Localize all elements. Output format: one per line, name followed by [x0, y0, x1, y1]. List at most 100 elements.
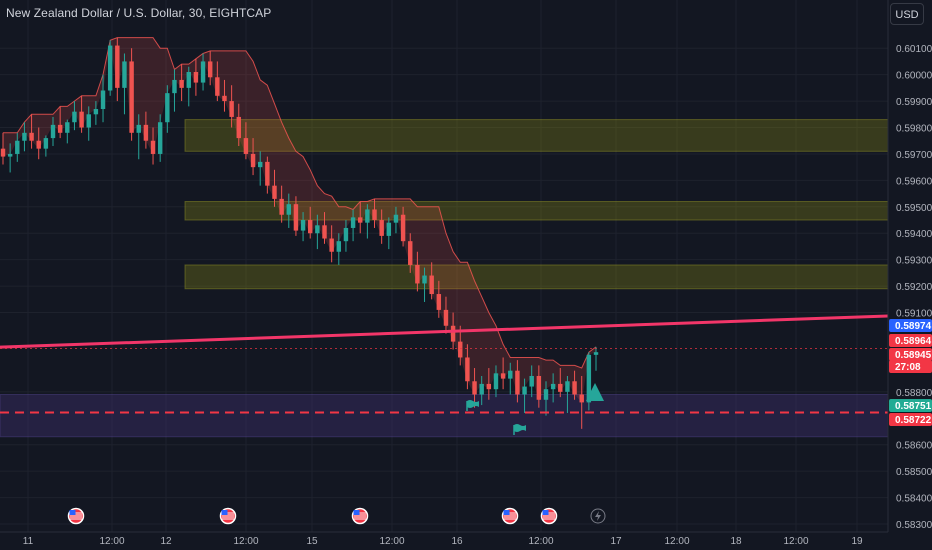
candle-body: [343, 227, 349, 242]
candle-body: [243, 138, 249, 154]
x-tick-label: 11: [23, 536, 34, 547]
candle-body: [465, 357, 470, 382]
y-tick-label: 0.58600: [896, 441, 932, 452]
y-tick-label: 0.60000: [896, 71, 932, 82]
flag-canton: [503, 510, 510, 515]
flag-canton: [353, 510, 360, 515]
candle-body: [515, 370, 520, 395]
x-tick-label: 19: [851, 536, 863, 547]
price-badge-trendline: [889, 319, 932, 332]
flag-marker-2: [514, 424, 526, 432]
x-tick-label: 12:00: [664, 536, 689, 547]
y-tick-label: 0.59300: [896, 256, 932, 267]
candle-body: [236, 116, 241, 139]
candle-body: [358, 217, 363, 223]
candles: [0, 37, 599, 429]
candle-body: [43, 138, 49, 149]
candle-body: [472, 381, 477, 395]
resistance-zone-3: [184, 264, 889, 290]
candle-body: [286, 204, 291, 215]
candle-body: [350, 217, 356, 228]
candle-body: [86, 114, 91, 128]
candle-body: [150, 140, 156, 154]
candle-body: [179, 79, 184, 88]
price-badge-last-label: 0.58964: [895, 336, 932, 347]
candle-body: [443, 309, 449, 326]
candle-body: [422, 275, 427, 284]
x-tick-label: 17: [610, 536, 622, 547]
signals: [466, 383, 604, 435]
candle-body: [308, 220, 313, 234]
price-badge-last: [889, 334, 932, 347]
price-badge-trendline-label: 0.58974: [895, 321, 932, 332]
candle-body: [365, 209, 370, 223]
y-tick-label: 0.59600: [896, 176, 932, 187]
candle-body: [107, 45, 113, 91]
candle-body: [293, 204, 299, 231]
price-axis[interactable]: 0.60100 0.60000 0.59900 0.59800 0.59700 0.596…: [887, 0, 932, 532]
price-badge-dashed-level-label: 0.58722: [895, 415, 932, 426]
flag-marker-1: [467, 400, 479, 408]
candle-body: [393, 214, 399, 223]
buy-signal-triangle: [586, 383, 604, 401]
price-badge-current-label: 0.58945: [895, 350, 932, 361]
candle-body: [165, 93, 170, 123]
y-tick-label: 0.59900: [896, 97, 932, 108]
flag-canton: [69, 510, 76, 515]
price-badge-countdown: [889, 360, 932, 373]
candle-body: [250, 153, 256, 168]
flag-canton: [221, 510, 228, 515]
support-zone-4: [0, 393, 889, 438]
candle-body: [50, 124, 56, 139]
time-axis[interactable]: 11 12:00 12 12:00 15 12:00 16 12:00 17 12:00 18 12:…: [0, 531, 888, 547]
x-tick-label: 12: [160, 536, 172, 547]
candle-body: [229, 101, 234, 117]
candle-body: [300, 220, 306, 231]
candle-body: [486, 383, 492, 390]
candle-body: [400, 214, 406, 242]
currency-button[interactable]: USD: [890, 3, 924, 25]
candle-body: [65, 122, 70, 133]
candle-body: [207, 61, 213, 78]
candle-body: [558, 383, 563, 392]
price-badge-current: [889, 348, 932, 361]
candle-body: [458, 341, 463, 358]
x-tick-label: 12:00: [528, 536, 553, 547]
x-tick-label: 12:00: [99, 536, 124, 547]
candle-body: [579, 394, 584, 403]
candle-body: [593, 352, 599, 355]
candle-body: [550, 383, 556, 390]
drawn-lines: [0, 314, 889, 414]
candle-body: [157, 122, 163, 154]
price-badge-dashed-level: [889, 413, 932, 426]
x-tick-label: 18: [730, 536, 742, 547]
event-markers[interactable]: [67, 507, 606, 525]
candle-body: [115, 45, 120, 88]
y-tick-label: 0.59200: [896, 282, 932, 293]
candle-body: [543, 389, 549, 400]
x-tick-label: 16: [451, 536, 463, 547]
lightning-glyph: [595, 511, 601, 521]
y-tick-label: 0.59500: [896, 203, 932, 214]
candle-body: [522, 386, 527, 395]
y-tick-label: 0.59100: [896, 309, 932, 320]
x-tick-label: 15: [306, 536, 318, 547]
y-tick-label: 0.60100: [896, 44, 932, 55]
candle-body: [329, 238, 334, 252]
chart-title: New Zealand Dollar / U.S. Dollar, 30, EI…: [6, 6, 272, 20]
candle-body: [279, 198, 284, 215]
candle-body: [7, 153, 13, 157]
candle-body: [93, 109, 99, 115]
candle-body: [272, 185, 277, 199]
candle-body: [479, 383, 484, 395]
candle-body: [57, 124, 63, 133]
candle-body: [436, 294, 442, 310]
y-tick-label: 0.58300: [896, 520, 932, 531]
candle-body: [200, 61, 206, 83]
candle-body: [79, 111, 84, 128]
candle-body: [0, 148, 6, 157]
candle-body: [315, 225, 320, 234]
